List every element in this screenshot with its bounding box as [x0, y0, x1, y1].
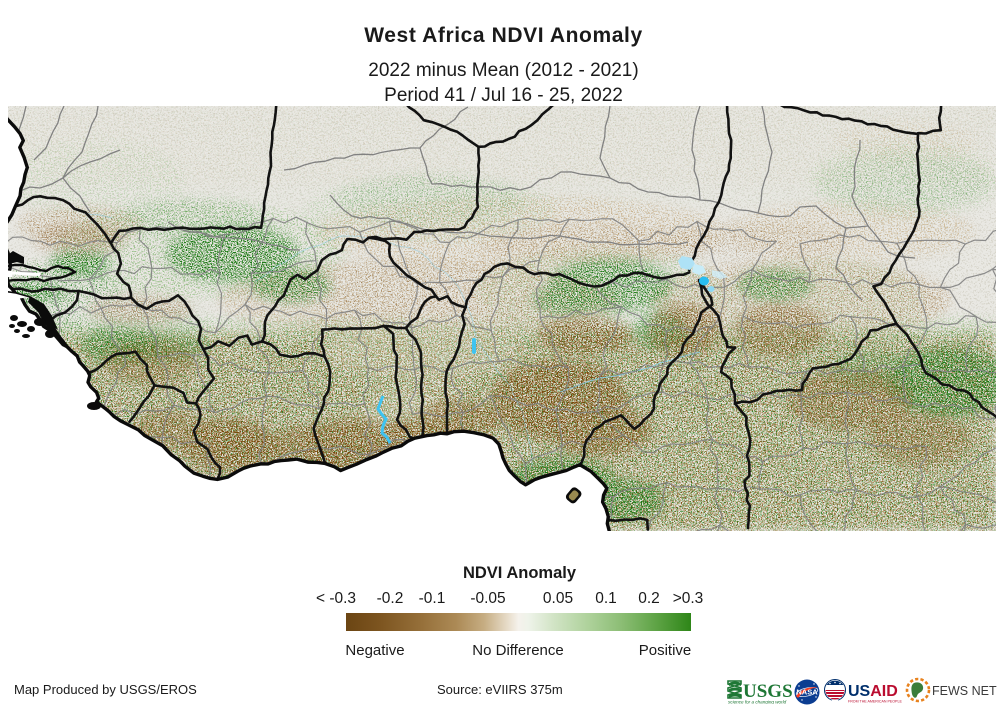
svg-text:FEWS NET: FEWS NET — [932, 684, 997, 698]
svg-text:NASA: NASA — [796, 688, 818, 697]
svg-text:science for a changing world: science for a changing world — [728, 700, 787, 705]
svg-text:FROM THE AMERICAN PEOPLE: FROM THE AMERICAN PEOPLE — [848, 700, 902, 704]
svg-text:USAID: USAID — [848, 683, 898, 700]
svg-text:USGS: USGS — [743, 681, 793, 702]
